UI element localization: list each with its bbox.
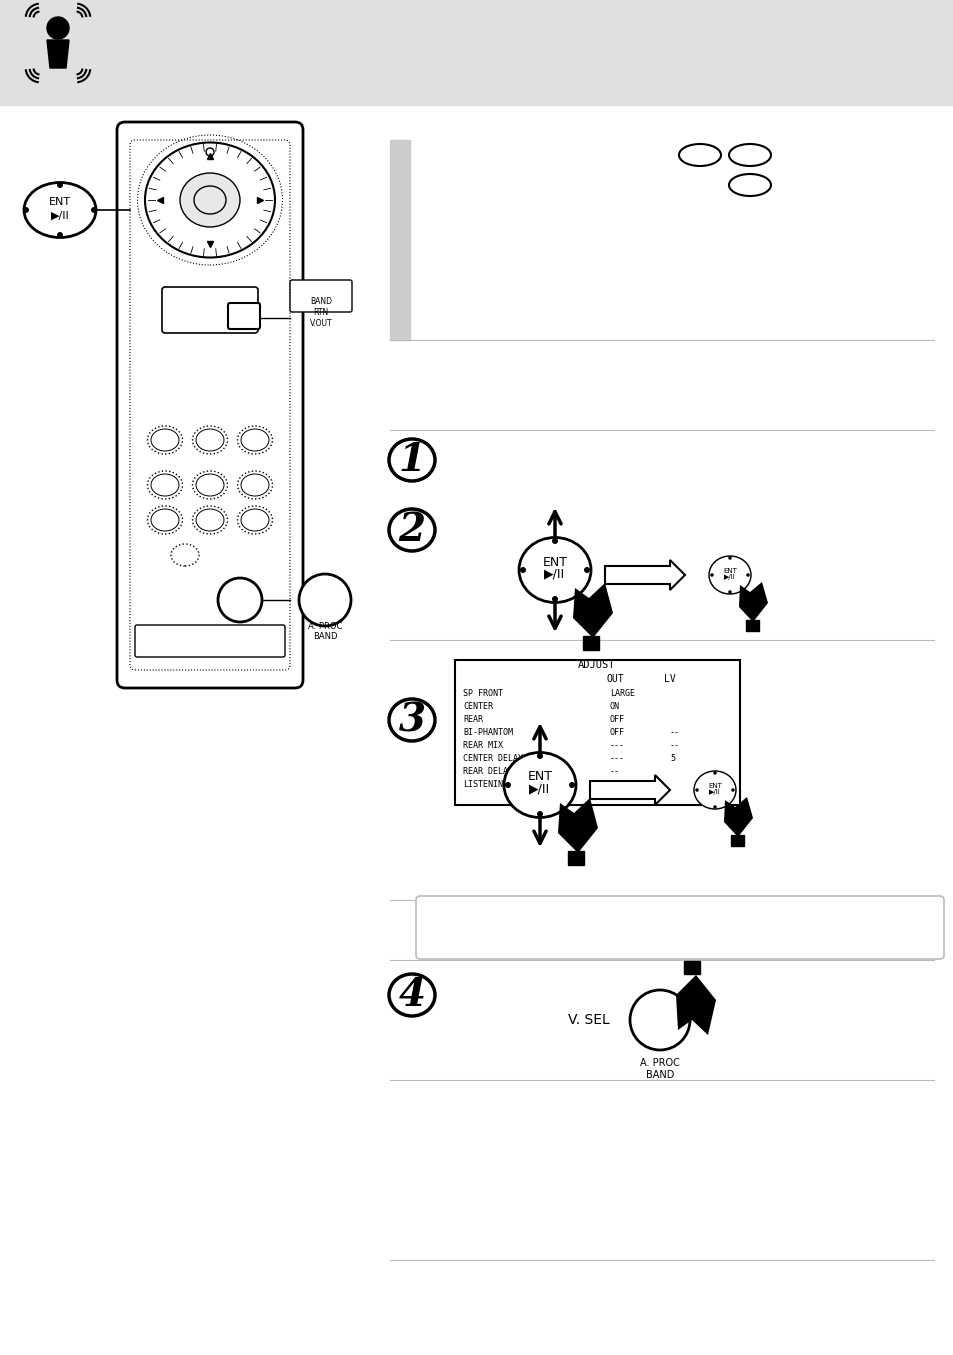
Circle shape <box>731 789 734 791</box>
Text: BAND
RTN
V.OUT: BAND RTN V.OUT <box>310 297 332 328</box>
Text: ---: --- <box>609 753 624 763</box>
Text: 2: 2 <box>398 511 425 549</box>
Text: CENTER: CENTER <box>462 702 493 711</box>
Circle shape <box>745 573 749 577</box>
Polygon shape <box>604 560 684 589</box>
Circle shape <box>568 782 575 789</box>
Circle shape <box>47 18 69 39</box>
FancyBboxPatch shape <box>228 304 260 329</box>
Circle shape <box>713 805 716 809</box>
Text: 3: 3 <box>398 701 425 738</box>
Ellipse shape <box>503 752 576 817</box>
Text: BI-PHANTOM: BI-PHANTOM <box>462 728 513 737</box>
FancyBboxPatch shape <box>290 280 352 312</box>
Polygon shape <box>723 797 752 837</box>
Text: --: -- <box>669 728 679 737</box>
Text: ON: ON <box>609 702 619 711</box>
Text: 5: 5 <box>669 753 675 763</box>
Text: ENT: ENT <box>527 771 552 783</box>
Text: A. PROC
BAND: A. PROC BAND <box>308 622 342 641</box>
FancyBboxPatch shape <box>416 896 943 959</box>
Text: ENT: ENT <box>542 556 567 569</box>
Circle shape <box>519 566 525 573</box>
Circle shape <box>23 207 29 213</box>
Bar <box>390 140 410 340</box>
Text: ENT: ENT <box>49 196 71 207</box>
Polygon shape <box>739 583 767 622</box>
Text: ▶/II: ▶/II <box>723 575 735 580</box>
Text: SP FRONT: SP FRONT <box>462 688 502 698</box>
Bar <box>683 961 700 974</box>
Ellipse shape <box>693 771 735 809</box>
Bar <box>745 621 759 631</box>
Ellipse shape <box>24 183 96 237</box>
Circle shape <box>298 575 351 626</box>
Text: OFF: OFF <box>609 728 624 737</box>
Ellipse shape <box>708 556 750 593</box>
Circle shape <box>218 579 262 622</box>
Ellipse shape <box>180 173 240 228</box>
Bar <box>582 635 598 650</box>
Text: ENT: ENT <box>722 568 736 573</box>
Text: LV: LV <box>663 673 675 684</box>
Circle shape <box>695 789 698 791</box>
Text: ▶/II: ▶/II <box>51 211 70 221</box>
Text: REAR MIX: REAR MIX <box>462 741 502 751</box>
Circle shape <box>537 812 542 817</box>
Text: REAR DELAY: REAR DELAY <box>462 767 513 776</box>
Circle shape <box>57 182 63 188</box>
Text: A. PROC
BAND: A. PROC BAND <box>639 1058 679 1080</box>
Text: V. SEL: V. SEL <box>568 1014 609 1027</box>
Polygon shape <box>47 41 69 68</box>
Text: L-NIGHT: L-NIGHT <box>609 780 644 789</box>
Circle shape <box>57 232 63 238</box>
Bar <box>567 851 583 864</box>
Circle shape <box>552 538 558 543</box>
Polygon shape <box>558 798 598 854</box>
Circle shape <box>709 573 713 577</box>
Text: ▶/II: ▶/II <box>529 782 550 795</box>
Text: --: -- <box>609 767 619 776</box>
Circle shape <box>504 782 511 789</box>
Text: LISTENING: LISTENING <box>462 780 507 789</box>
Polygon shape <box>589 775 669 805</box>
Bar <box>455 660 740 805</box>
Text: ENT: ENT <box>707 783 721 789</box>
Circle shape <box>552 596 558 602</box>
Text: LARGE: LARGE <box>609 688 635 698</box>
Text: OUT: OUT <box>605 673 623 684</box>
Text: 1: 1 <box>398 440 425 480</box>
Text: ▶/II: ▶/II <box>544 568 565 580</box>
Circle shape <box>713 771 716 775</box>
Circle shape <box>583 566 589 573</box>
Text: OFF: OFF <box>609 715 624 724</box>
Text: ---: --- <box>609 741 624 751</box>
Text: REAR: REAR <box>462 715 482 724</box>
Text: --: -- <box>669 741 679 751</box>
Circle shape <box>91 207 97 213</box>
Polygon shape <box>573 583 613 638</box>
Bar <box>0 0 953 104</box>
Text: ▶/II: ▶/II <box>708 789 720 795</box>
Text: 4: 4 <box>398 976 425 1014</box>
FancyBboxPatch shape <box>117 122 303 688</box>
Polygon shape <box>676 976 716 1035</box>
Circle shape <box>629 991 689 1050</box>
Bar <box>730 835 743 846</box>
Ellipse shape <box>518 538 590 603</box>
Text: CENTER DELAY: CENTER DELAY <box>462 753 522 763</box>
Circle shape <box>727 591 731 593</box>
Circle shape <box>537 753 542 759</box>
Circle shape <box>727 557 731 560</box>
Text: ADJUST: ADJUST <box>578 660 615 669</box>
